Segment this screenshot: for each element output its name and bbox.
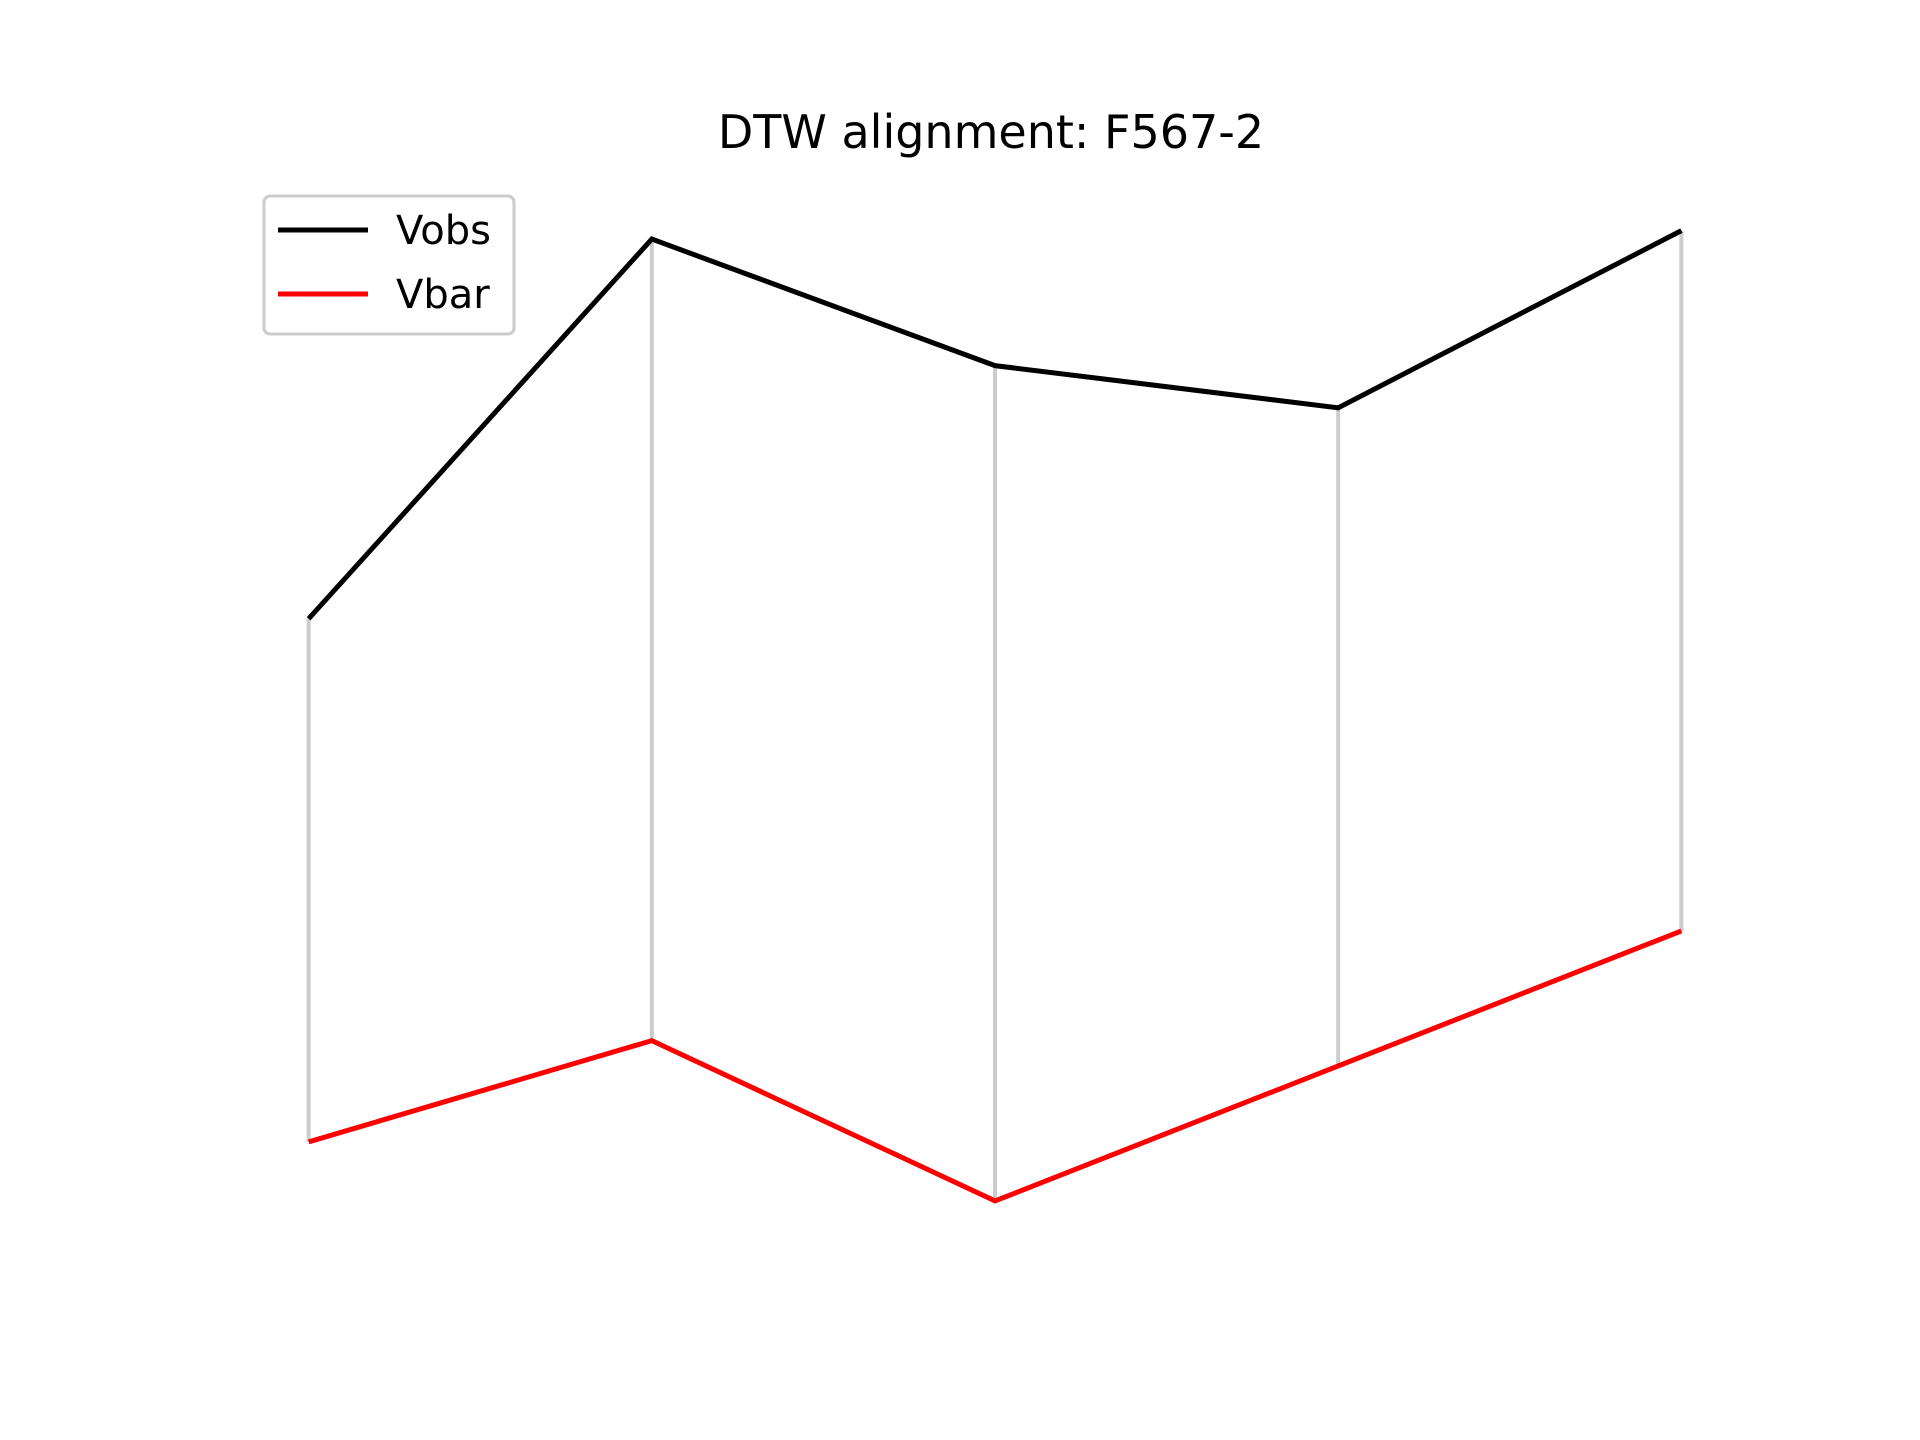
series-line-vbar [307, 928, 1683, 1204]
series-lines [306, 228, 1683, 1204]
alignment-lines [306, 230, 1684, 1201]
legend-label-vobs: Vobs [396, 208, 491, 254]
legend-label-vbar: Vbar [396, 272, 490, 318]
series-line-vobs [306, 228, 1683, 621]
legend: Vobs Vbar [262, 194, 516, 336]
chart-title: DTW alignment: F567-2 [718, 105, 1264, 159]
